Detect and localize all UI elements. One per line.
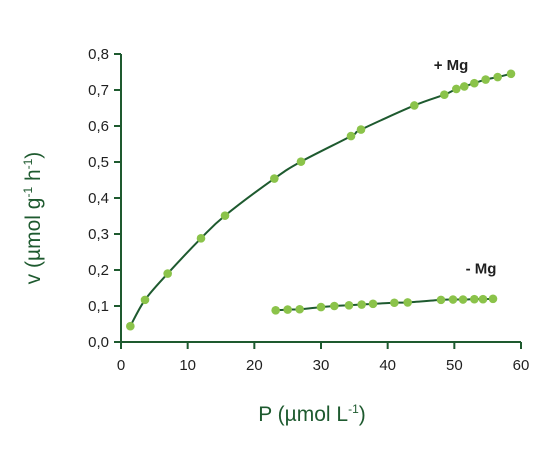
- y-tick-label: 0,0: [88, 334, 109, 351]
- series-1-point: [357, 300, 366, 309]
- series-1-point: [271, 306, 280, 315]
- series-0-point: [493, 72, 502, 82]
- series-1-point: [458, 295, 468, 304]
- x-tick-label: 60: [513, 357, 530, 374]
- series-1-point: [470, 294, 479, 304]
- fit-curves: [129, 72, 512, 327]
- series-0-point: [140, 295, 150, 305]
- x-tick-label: 40: [379, 357, 396, 374]
- x-ticks: 0 10 20 30 40 50 60: [117, 342, 530, 374]
- series-0-point: [356, 125, 366, 134]
- series-1-curve: [275, 297, 494, 312]
- data-points: [126, 69, 516, 331]
- y-ticks: 0,0 0,1 0,2 0,3 0,4 0,5 0,6 0,7 0,8: [88, 46, 121, 351]
- series-0-point: [296, 157, 306, 166]
- series-0-point: [346, 131, 356, 141]
- series-1-point: [448, 295, 458, 304]
- series-0-point: [270, 174, 279, 183]
- x-tick-label: 10: [179, 357, 196, 374]
- y-tick-label: 0,8: [88, 46, 109, 63]
- y-tick-label: 0,3: [88, 226, 109, 243]
- series-0-point: [196, 234, 206, 243]
- series-0-point: [126, 321, 135, 331]
- x-tick-label: 20: [246, 357, 263, 374]
- series-0-point: [470, 78, 479, 88]
- series-1-point: [478, 294, 488, 304]
- series-1-point: [283, 305, 292, 314]
- x-tick-label: 50: [446, 357, 463, 374]
- series-label: + Mg: [434, 57, 469, 74]
- y-tick-label: 0,4: [88, 190, 109, 207]
- series-1-point: [295, 304, 304, 314]
- series-1-point: [390, 298, 399, 308]
- series-1-point: [488, 294, 498, 304]
- y-axis-title: v (µmol g-1 h-1): [21, 152, 45, 285]
- series-0-point: [506, 69, 516, 79]
- x-axis-title: P (µmol L-1): [258, 402, 366, 426]
- y-tick-label: 0,6: [88, 118, 109, 135]
- y-tick-label: 0,7: [88, 82, 109, 99]
- series-0-point: [460, 82, 469, 91]
- series-1-point: [330, 301, 339, 311]
- series-0-point: [220, 211, 230, 220]
- series-0-curve: [129, 72, 512, 327]
- series-0-point: [452, 84, 461, 94]
- x-tick-label: 0: [117, 357, 125, 374]
- y-tick-label: 0,5: [88, 154, 109, 171]
- series-1-point: [436, 295, 446, 305]
- series-0-point: [410, 101, 419, 110]
- y-tick-label: 0,1: [88, 298, 109, 315]
- series-1-point: [344, 300, 354, 310]
- series-1-point: [403, 298, 412, 307]
- y-tick-label: 0,2: [88, 262, 109, 279]
- series-label: - Mg: [466, 261, 497, 278]
- series-0-point: [440, 90, 449, 99]
- x-tick-label: 30: [313, 357, 330, 374]
- series-annotations: + Mg - Mg: [434, 57, 497, 277]
- series-0-point: [163, 269, 172, 278]
- series-0-point: [481, 75, 490, 84]
- series-1-point: [368, 299, 378, 309]
- series-1-point: [316, 302, 326, 312]
